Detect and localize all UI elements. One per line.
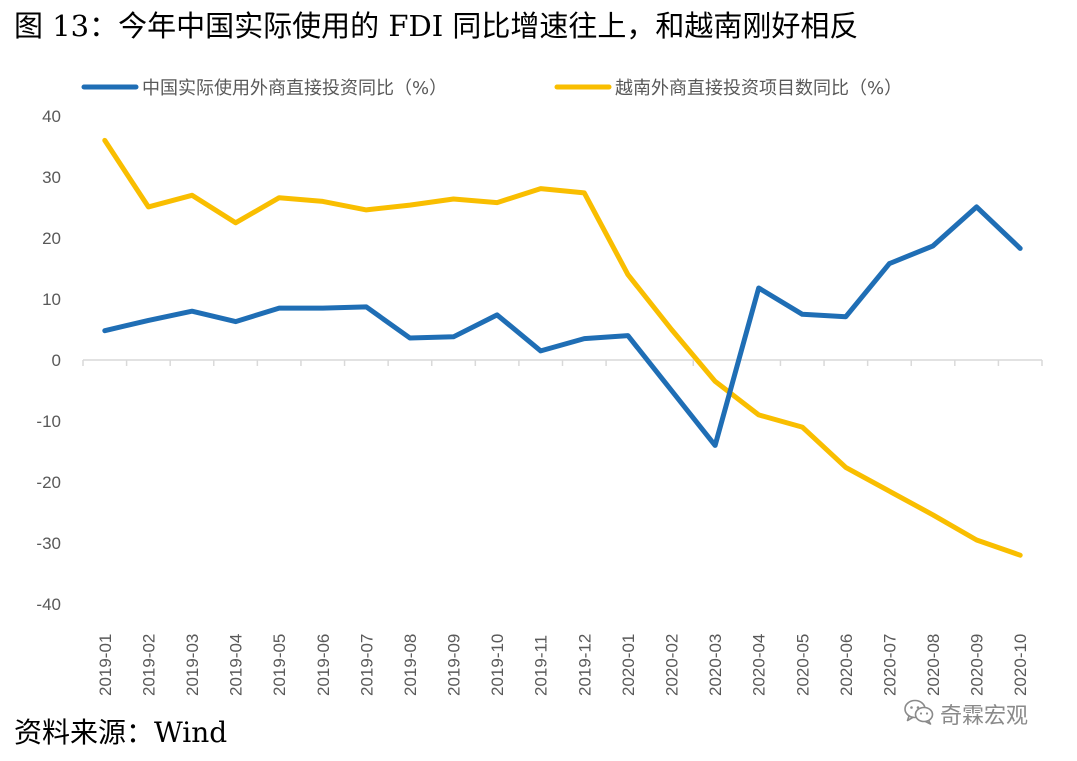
x-tick-label: 2019-02 [139,634,158,696]
x-axis-tick-labels: 2019-01 2019-02 2019-03 2019-04 2019-05 2019-… [96,634,1030,696]
x-tick-label: 2020-05 [793,634,812,696]
y-tick-label: 10 [42,290,61,309]
y-tick-label: -30 [36,534,61,553]
x-tick-label: 2020-10 [1011,634,1030,696]
y-tick-label: -40 [36,595,61,614]
x-tick-label: 2020-03 [706,634,725,696]
y-tick-label: 0 [52,351,61,370]
figure-title: 图 13：今年中国实际使用的 FDI 同比增速往上，和越南刚好相反 [14,9,859,43]
y-axis: 40 30 20 10 0 -10 -20 -30 -40 [36,107,61,614]
y-tick-label: 20 [42,229,61,248]
wechat-icon [904,699,934,729]
x-tick-label: 2019-03 [183,634,202,696]
x-tick-label: 2019-12 [575,634,594,696]
x-tick-label: 2020-04 [750,634,769,696]
y-tick-label: 40 [42,107,61,126]
watermark: 奇霖宏观 [904,698,1028,730]
x-tick-label: 2020-06 [837,634,856,696]
chart-legend: 中国实际使用外商直接投资同比（%） 越南外商直接投资项目数同比（%） [81,78,902,99]
source-note: 资料来源：Wind [14,716,228,749]
y-tick-label: -10 [36,412,61,431]
x-tick-label: 2019-01 [96,634,115,696]
x-tick-label: 2020-09 [968,634,987,696]
x-tick-label: 2019-06 [314,634,333,696]
x-tick-label: 2019-10 [488,634,507,696]
x-tick-label: 2019-11 [532,635,551,696]
x-tick-label: 2019-09 [445,634,464,696]
x-tick-label: 2019-05 [270,634,289,696]
x-tick-label: 2020-08 [924,634,943,696]
x-tick-label: 2020-07 [880,634,899,696]
x-tick-label: 2019-04 [227,634,246,696]
series-line-vietnam [102,137,1023,558]
y-tick-label: -20 [36,473,61,492]
x-tick-label: 2020-01 [619,634,638,696]
legend-label-china: 中国实际使用外商直接投资同比（%） [142,78,447,99]
y-tick-label: 30 [42,168,61,187]
x-axis [82,359,1043,366]
x-tick-label: 2020-02 [662,634,681,696]
series-line-china [102,204,1023,448]
watermark-text: 奇霖宏观 [940,704,1029,729]
series-layer [102,137,1023,558]
x-tick-label: 2019-07 [357,634,376,696]
legend-label-vietnam: 越南外商直接投资项目数同比（%） [615,78,902,99]
x-tick-label: 2019-08 [401,634,420,696]
